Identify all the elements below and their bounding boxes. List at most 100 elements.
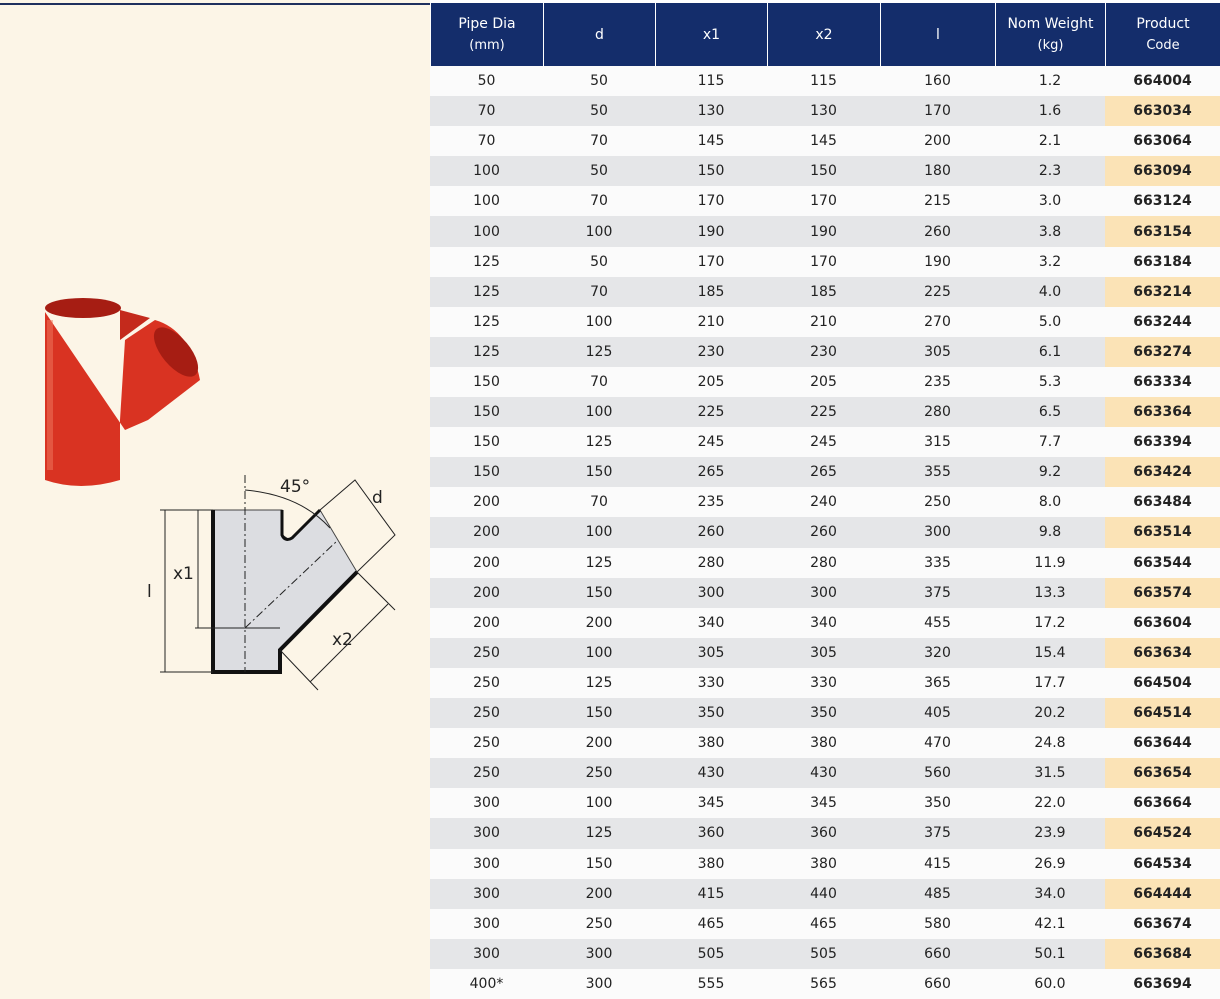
table-cell: 125 [543, 818, 655, 848]
image-panel: 45° d x1 l x2 [0, 0, 430, 999]
table-cell: 205 [767, 367, 880, 397]
table-cell: 150 [430, 427, 543, 457]
table-cell: 145 [767, 126, 880, 156]
table-cell: 70 [543, 367, 655, 397]
table-cell: 150 [543, 849, 655, 879]
header-text: Nom Weight [1008, 13, 1094, 35]
table-cell: 2.3 [995, 156, 1105, 186]
table-cell: 17.2 [995, 608, 1105, 638]
table-cell: 26.9 [995, 849, 1105, 879]
table-cell: 345 [655, 788, 767, 818]
table-cell: 250 [543, 758, 655, 788]
table-cell: 300 [430, 909, 543, 939]
table-cell: 664524 [1105, 818, 1220, 848]
table-cell: 115 [767, 66, 880, 96]
table-cell: 300 [430, 788, 543, 818]
header-text: x1 [703, 24, 720, 46]
table-cell: 245 [655, 427, 767, 457]
table-cell: 663694 [1105, 969, 1220, 999]
table-cell: 150 [543, 698, 655, 728]
table-cell: 265 [767, 457, 880, 487]
table-cell: 230 [767, 337, 880, 367]
table-cell: 350 [655, 698, 767, 728]
table-cell: 663214 [1105, 277, 1220, 307]
table-cell: 70 [543, 487, 655, 517]
table-cell: 663654 [1105, 758, 1220, 788]
table-cell: 130 [767, 96, 880, 126]
table-cell: 663674 [1105, 909, 1220, 939]
table-cell: 485 [880, 879, 995, 909]
header-text: Product [1136, 13, 1189, 35]
table-cell: 150 [655, 156, 767, 186]
table-cell: 34.0 [995, 879, 1105, 909]
table-cell: 365 [880, 668, 995, 698]
table-cell: 50 [543, 66, 655, 96]
column-header: x2 [767, 3, 880, 66]
dim-label: d [372, 488, 383, 508]
table-cell: 280 [655, 548, 767, 578]
table-cell: 70 [543, 126, 655, 156]
table-cell: 230 [655, 337, 767, 367]
table-cell: 125 [543, 427, 655, 457]
table-cell: 125 [543, 548, 655, 578]
top-rule [0, 3, 430, 5]
header-text: l [936, 24, 940, 46]
column-header: l [880, 3, 995, 66]
table-cell: 415 [655, 879, 767, 909]
table-cell: 560 [880, 758, 995, 788]
table-cell: 250 [880, 487, 995, 517]
table-cell: 663684 [1105, 939, 1220, 969]
table-cell: 660 [880, 939, 995, 969]
table-cell: 1.2 [995, 66, 1105, 96]
table-cell: 265 [655, 457, 767, 487]
table-cell: 235 [655, 487, 767, 517]
table-cell: 300 [430, 939, 543, 969]
table-cell: 505 [767, 939, 880, 969]
table-cell: 200 [880, 126, 995, 156]
table-cell: 170 [655, 186, 767, 216]
column-header: x1 [655, 3, 767, 66]
table-cell: 160 [880, 66, 995, 96]
table-cell: 125 [430, 277, 543, 307]
table-cell: 170 [880, 96, 995, 126]
table-cell: 663644 [1105, 728, 1220, 758]
table-cell: 31.5 [995, 758, 1105, 788]
dim-label: x2 [332, 630, 353, 650]
angle-label: 45° [280, 477, 310, 497]
table-cell: 250 [430, 698, 543, 728]
table-cell: 465 [767, 909, 880, 939]
table-cell: 190 [880, 247, 995, 277]
table-cell: 4.0 [995, 277, 1105, 307]
column-header: d [543, 3, 655, 66]
table-cell: 250 [430, 668, 543, 698]
column-header: Pipe Dia(mm) [430, 3, 543, 66]
table-cell: 3.0 [995, 186, 1105, 216]
table-cell: 470 [880, 728, 995, 758]
table-cell: 100 [543, 216, 655, 246]
table-cell: 663064 [1105, 126, 1220, 156]
table-cell: 200 [543, 728, 655, 758]
table-cell: 200 [543, 879, 655, 909]
table-cell: 663424 [1105, 457, 1220, 487]
table-cell: 8.0 [995, 487, 1105, 517]
header-text: d [595, 24, 604, 46]
table-cell: 340 [655, 608, 767, 638]
table-cell: 400* [430, 969, 543, 999]
table-cell: 663244 [1105, 307, 1220, 337]
table-cell: 20.2 [995, 698, 1105, 728]
table-cell: 9.2 [995, 457, 1105, 487]
table-cell: 100 [543, 638, 655, 668]
table-cell: 663124 [1105, 186, 1220, 216]
table-cell: 380 [767, 849, 880, 879]
table-cell: 430 [655, 758, 767, 788]
table-cell: 50 [430, 66, 543, 96]
header-text: Pipe Dia [458, 13, 515, 35]
table-cell: 300 [543, 939, 655, 969]
table-cell: 17.7 [995, 668, 1105, 698]
table-cell: 380 [767, 728, 880, 758]
table-cell: 350 [880, 788, 995, 818]
table-cell: 270 [880, 307, 995, 337]
table-cell: 663664 [1105, 788, 1220, 818]
table-cell: 660 [880, 969, 995, 999]
